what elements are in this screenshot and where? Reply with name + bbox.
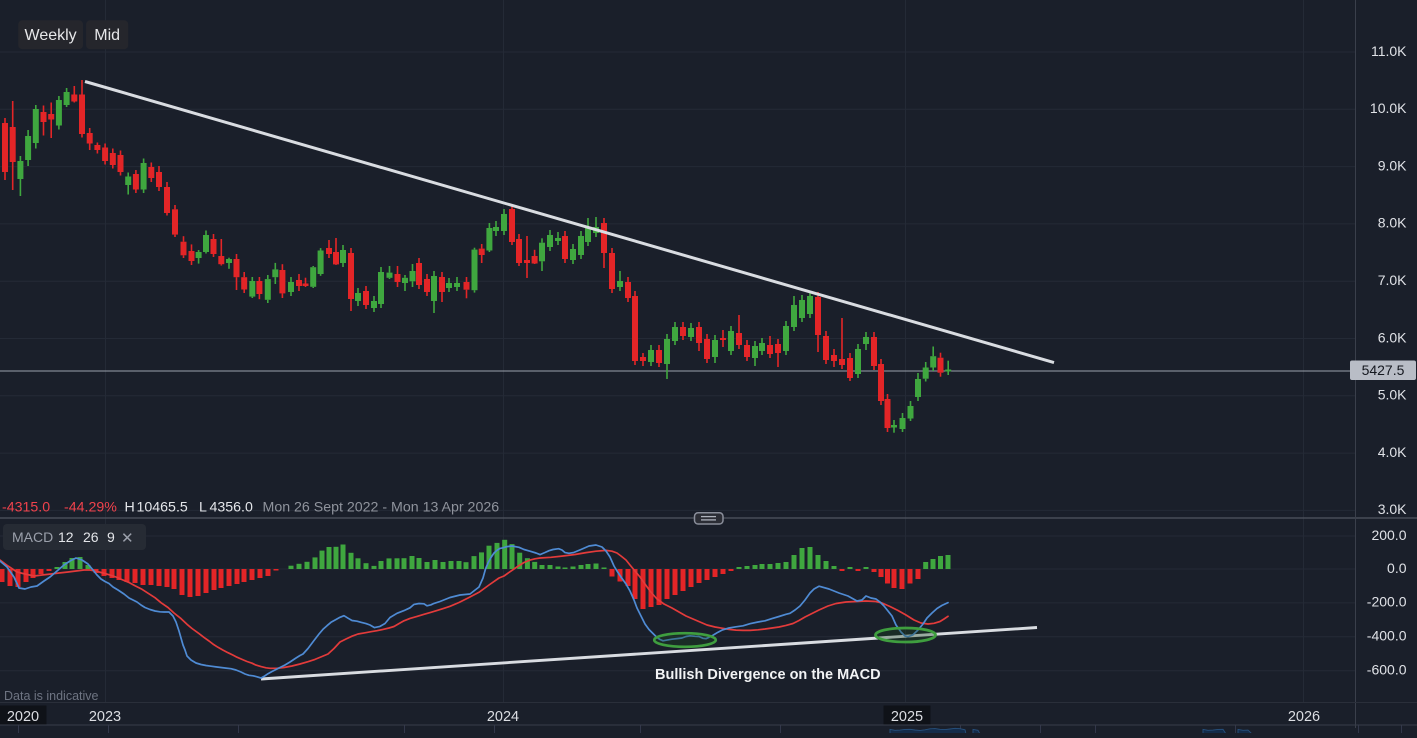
svg-text:✕: ✕ [121,530,134,547]
svg-text:4356.0: 4356.0 [210,500,254,516]
svg-text:Weekly: Weekly [25,27,77,44]
svg-text:2026: 2026 [1288,709,1320,725]
svg-text:6.0K: 6.0K [1378,329,1407,345]
svg-text:3.0K: 3.0K [1378,501,1407,517]
svg-text:9.0K: 9.0K [1378,157,1407,173]
svg-text:-600.0: -600.0 [1367,662,1407,678]
svg-text:4.0K: 4.0K [1378,444,1407,460]
svg-text:10.0K: 10.0K [1370,100,1407,116]
svg-text:2023: 2023 [89,709,121,725]
svg-text:26: 26 [83,529,99,545]
svg-text:-400.0: -400.0 [1367,628,1407,644]
svg-text:11.0K: 11.0K [1371,43,1407,59]
svg-text:12: 12 [58,529,74,545]
svg-text:8.0K: 8.0K [1378,215,1407,231]
svg-text:Bullish Divergence on the MACD: Bullish Divergence on the MACD [655,667,881,683]
svg-text:5.0K: 5.0K [1378,387,1407,403]
svg-text:2024: 2024 [487,709,519,725]
svg-text:Mid: Mid [94,27,120,44]
svg-text:L: L [199,500,207,516]
svg-text:-4315.0: -4315.0 [2,500,50,516]
svg-text:H: H [125,500,135,516]
svg-text:0.0: 0.0 [1387,560,1407,576]
svg-text:200.0: 200.0 [1371,527,1406,543]
svg-text:Data is indicative: Data is indicative [4,689,99,703]
svg-text:10465.5: 10465.5 [137,500,188,516]
svg-text:-200.0: -200.0 [1367,594,1407,610]
svg-text:7.0K: 7.0K [1378,272,1407,288]
svg-text:2020: 2020 [7,709,39,725]
svg-text:2025: 2025 [891,709,923,725]
svg-text:Mon 26 Sept 2022 - Mon 13 Apr: Mon 26 Sept 2022 - Mon 13 Apr 2026 [263,500,500,516]
svg-text:MACD: MACD [12,529,53,545]
svg-text:9: 9 [107,529,115,545]
svg-text:-44.29%: -44.29% [64,500,117,516]
svg-text:5427.5: 5427.5 [1362,362,1405,378]
